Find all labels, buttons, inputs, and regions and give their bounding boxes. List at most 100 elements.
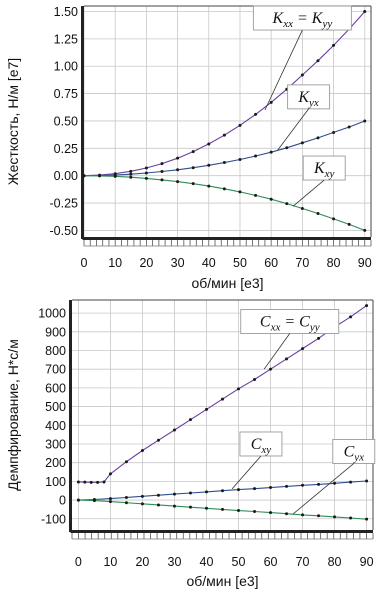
data-point — [253, 487, 257, 491]
data-point — [363, 228, 367, 232]
data-point — [269, 367, 273, 371]
data-point — [89, 480, 93, 484]
x-axis-label: об/мин [e3] — [191, 275, 263, 291]
data-point — [140, 494, 144, 498]
data-point — [76, 498, 80, 502]
annotation-box — [332, 439, 376, 464]
data-point — [349, 315, 353, 319]
data-point — [301, 347, 305, 351]
data-point — [221, 507, 224, 511]
data-point — [349, 516, 353, 520]
annotation-2: Kxy — [292, 155, 346, 207]
annotation-label: Cxx = Cyy — [260, 314, 320, 334]
data-point — [238, 190, 242, 194]
data-point — [347, 222, 351, 226]
data-point — [347, 125, 351, 129]
data-point — [332, 130, 336, 134]
x-tick-label: 90 — [358, 256, 372, 270]
annotation-1: Cxy — [231, 431, 283, 490]
annotation-box — [252, 5, 352, 31]
data-point — [191, 150, 195, 154]
data-point — [191, 182, 195, 186]
data-point — [269, 197, 273, 201]
data-point — [108, 500, 112, 504]
data-point — [207, 142, 211, 146]
x-tick-label: 40 — [202, 256, 216, 270]
data-point — [285, 146, 289, 150]
data-point — [300, 207, 304, 211]
x-tick-label: 40 — [200, 555, 214, 569]
annotation-box — [239, 431, 283, 457]
series-line — [78, 305, 367, 483]
data-point — [285, 357, 289, 361]
data-point — [113, 174, 117, 178]
data-point — [285, 484, 289, 488]
data-point — [124, 501, 128, 505]
data-point — [317, 514, 321, 518]
data-point — [160, 162, 164, 166]
series-2 — [76, 498, 369, 521]
data-point — [254, 193, 258, 197]
annotation-label: Kyx — [297, 89, 319, 109]
y-tick-label: 700 — [45, 363, 66, 377]
data-point — [332, 217, 336, 221]
data-point — [160, 178, 164, 182]
data-point — [144, 166, 148, 170]
annotation-pointer — [292, 463, 355, 515]
x-tick-label: 60 — [264, 256, 278, 270]
minor-ticks — [83, 240, 372, 247]
data-point — [129, 172, 133, 176]
data-point — [172, 504, 176, 508]
y-tick-label: 900 — [45, 325, 66, 339]
x-tick-label: 30 — [168, 555, 182, 569]
y-tick-label: 600 — [45, 381, 66, 395]
y-tick-label: 1000 — [38, 307, 66, 321]
data-point — [316, 136, 320, 140]
x-tick-label: 20 — [135, 555, 149, 569]
data-point — [363, 9, 367, 13]
data-point — [365, 479, 369, 483]
data-point — [160, 170, 164, 174]
y-tick-label: 0.50 — [54, 114, 78, 128]
y-tick-label: 1.50 — [54, 5, 78, 19]
data-point — [140, 502, 144, 506]
data-point — [222, 133, 226, 137]
data-point — [237, 488, 241, 492]
data-point — [222, 161, 226, 165]
data-point — [254, 154, 258, 158]
data-point — [301, 513, 305, 517]
annotation-label: Kxy — [313, 160, 335, 180]
data-point — [83, 480, 87, 484]
data-point — [204, 490, 208, 494]
data-point — [98, 174, 102, 178]
y-tick-label: 200 — [45, 456, 66, 470]
data-point — [301, 483, 305, 487]
data-point — [129, 169, 133, 173]
data-point — [144, 171, 148, 175]
y-tick-label: 1.25 — [54, 32, 78, 46]
annotation-label: Cxy — [251, 436, 272, 456]
data-point — [102, 480, 106, 484]
data-point — [365, 517, 369, 521]
data-point — [144, 176, 148, 180]
annotation-label: Cyx — [344, 443, 365, 463]
y-tick-label: 0.75 — [54, 87, 78, 101]
data-point — [82, 174, 86, 178]
data-point — [237, 387, 241, 391]
data-point — [207, 184, 211, 188]
data-point — [300, 141, 304, 145]
data-point — [349, 480, 353, 484]
data-point — [108, 472, 112, 476]
annotation-label: Kxx = Kyy — [272, 10, 333, 30]
data-point — [254, 112, 258, 116]
y-tick-label: 1.00 — [54, 60, 78, 74]
annotation-1: Kyx — [277, 84, 331, 151]
data-point — [92, 499, 96, 503]
data-point — [156, 438, 160, 442]
data-point — [156, 493, 160, 497]
data-point — [285, 512, 289, 516]
data-point — [176, 180, 180, 184]
data-point — [124, 495, 128, 499]
